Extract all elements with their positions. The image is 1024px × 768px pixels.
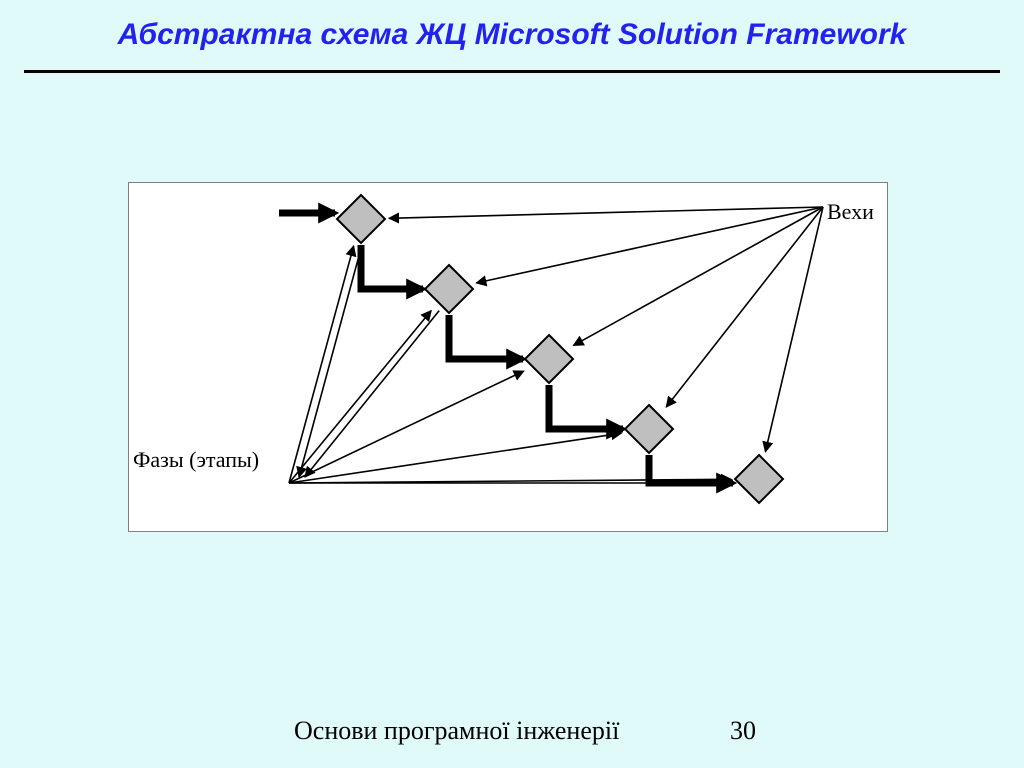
slide: Абстрактна схема ЖЦ Microsoft Solution F… (0, 0, 1024, 768)
diagram-svg (129, 183, 889, 533)
footer-text: Основи програмної інженерії (294, 716, 619, 746)
diagram-frame: Вехи Фазы (этапы) (128, 182, 888, 532)
label-phases: Фазы (этапы) (133, 447, 259, 473)
page-number: 30 (730, 716, 756, 746)
label-milestones: Вехи (827, 199, 874, 225)
slide-title: Абстрактна схема ЖЦ Microsoft Solution F… (0, 18, 1024, 52)
divider-line (24, 70, 1000, 73)
